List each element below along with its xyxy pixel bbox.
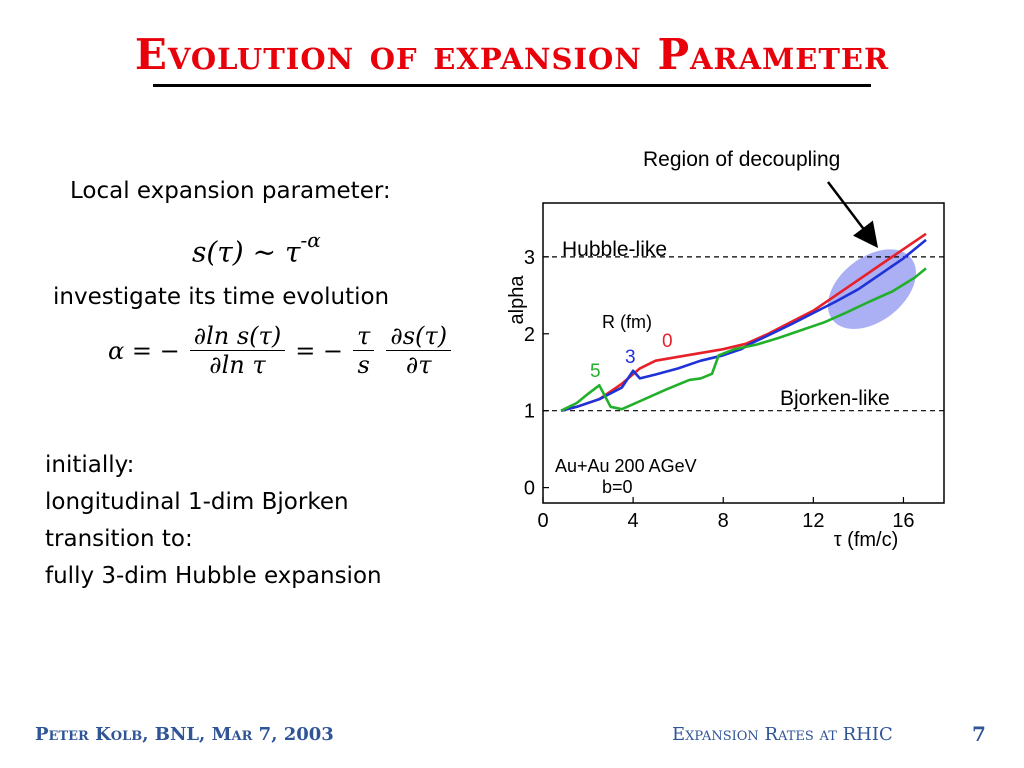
y-tick-label-2: 2 bbox=[524, 324, 535, 346]
x-axis-label: τ (fm/c) bbox=[834, 529, 899, 551]
page-number: 7 bbox=[972, 722, 986, 746]
formula-fraction-3-numerator: ∂s(τ) bbox=[386, 322, 452, 351]
r-fm-label: R (fm) bbox=[602, 312, 652, 332]
series-line-5 bbox=[560, 267, 927, 412]
title-underline bbox=[153, 84, 871, 87]
formula-fraction-1: ∂ln s(τ) ∂ln τ bbox=[189, 322, 286, 379]
x-tick-label-12: 12 bbox=[802, 510, 824, 532]
text-line-bjorken: longitudinal 1-dim Bjorken bbox=[45, 489, 349, 515]
series-line-0 bbox=[560, 232, 927, 412]
formula-fraction-2-denominator: s bbox=[357, 351, 370, 379]
x-tick-label-0: 0 bbox=[537, 510, 548, 532]
formula-scaling-exponent: -α bbox=[300, 228, 321, 252]
formula-fraction-2: τ s bbox=[353, 322, 375, 379]
formula-fraction-3-denominator: ∂τ bbox=[405, 351, 432, 379]
x-tick-label-16: 16 bbox=[892, 510, 914, 532]
y-tick-label-1: 1 bbox=[524, 401, 535, 423]
formula-scaling: s(τ) ~ τ-α bbox=[192, 228, 321, 269]
formula-equals: = − bbox=[295, 336, 344, 365]
system-label: Au+Au 200 AGeV bbox=[555, 456, 697, 476]
formula-fraction-1-denominator: ∂ln τ bbox=[209, 351, 266, 379]
text-line-transition: transition to: bbox=[45, 526, 193, 552]
series-label-3: 3 bbox=[625, 347, 636, 368]
formula-fraction-2-numerator: τ bbox=[353, 322, 375, 351]
series-line-3 bbox=[560, 238, 927, 412]
bjorken-annotation: Bjorken-like bbox=[780, 387, 890, 410]
decoupling-arrow bbox=[827, 181, 879, 248]
series-label-0: 0 bbox=[662, 331, 673, 352]
formula-alpha-lhs: α = − bbox=[108, 336, 180, 365]
text-line-hubble: fully 3-dim Hubble expansion bbox=[45, 563, 382, 589]
formula-fraction-1-numerator: ∂ln s(τ) bbox=[189, 322, 286, 351]
footer-author: Peter Kolb, BNL, Mar 7, 2003 bbox=[35, 724, 334, 745]
hubble-annotation: Hubble-like bbox=[562, 238, 667, 261]
impact-label: b=0 bbox=[602, 477, 633, 497]
y-tick-label-3: 3 bbox=[524, 247, 535, 269]
local-expansion-label: Local expansion parameter: bbox=[70, 178, 391, 204]
y-axis-label: alpha bbox=[506, 275, 528, 325]
decoupling-region bbox=[827, 249, 916, 329]
formula-fraction-3: ∂s(τ) ∂τ bbox=[386, 322, 452, 379]
text-line-initially: initially: bbox=[45, 452, 135, 478]
x-tick-label-4: 4 bbox=[628, 510, 639, 532]
y-tick-label-0: 0 bbox=[524, 478, 535, 500]
series-label-5: 5 bbox=[590, 361, 601, 382]
formula-alpha: α = − ∂ln s(τ) ∂ln τ = − τ s ∂s(τ) ∂τ bbox=[108, 322, 457, 379]
plot-frame bbox=[542, 202, 945, 504]
investigate-label: investigate its time evolution bbox=[53, 284, 390, 310]
decoupling-annotation: Region of decoupling bbox=[643, 148, 840, 171]
slide-title: Evolution of expansion Parameter bbox=[134, 30, 890, 79]
x-tick-label-8: 8 bbox=[718, 510, 729, 532]
formula-scaling-lhs: s(τ) ~ τ bbox=[192, 235, 301, 269]
footer-talk-title: Expansion Rates at RHIC bbox=[672, 724, 893, 745]
